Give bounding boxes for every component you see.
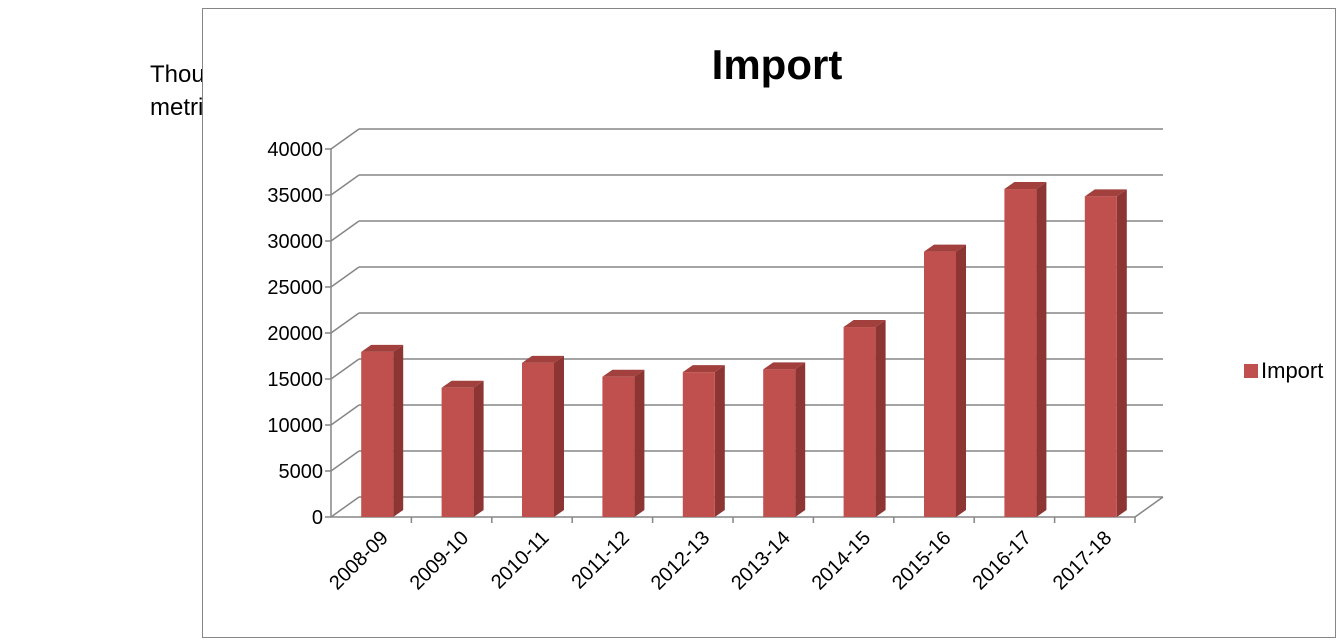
bar <box>441 380 484 517</box>
chart-title: Import <box>712 41 843 88</box>
gridline-side <box>330 496 360 518</box>
legend: Import <box>1244 358 1323 383</box>
x-tick-label: 2011-12 <box>568 527 634 593</box>
bar-side <box>875 320 886 517</box>
y-tick-label: 25000 <box>267 277 323 299</box>
bar-side <box>956 244 966 517</box>
x-tick-label: 2010-11 <box>487 527 553 593</box>
bar <box>602 369 645 517</box>
bar <box>1004 182 1047 518</box>
x-tick-label: 2016-17 <box>968 527 1035 594</box>
bar-front <box>602 376 635 517</box>
legend-label-import: Import <box>1261 358 1323 383</box>
bar-side <box>714 365 725 517</box>
gridline-side <box>330 450 360 472</box>
bar <box>361 344 404 517</box>
bar <box>763 362 806 517</box>
gridline-side <box>330 220 360 242</box>
bar <box>1084 189 1127 517</box>
x-tick-label: 2008-09 <box>325 527 392 594</box>
y-tick-label: 20000 <box>267 323 323 345</box>
x-tick-label: 2012-13 <box>647 527 714 594</box>
floor-edge <box>1134 496 1164 518</box>
gridline-side <box>330 174 360 196</box>
bar-front <box>361 351 394 517</box>
bar-top <box>682 365 725 373</box>
x-tick-label: 2009-10 <box>406 527 473 594</box>
gridline-side <box>330 404 360 426</box>
unit-label-line2: metric tons <box>150 94 267 121</box>
bar-top <box>441 380 484 388</box>
bar-front <box>441 387 474 517</box>
y-tick-label: 35000 <box>267 185 323 207</box>
y-tick-label: 5000 <box>279 461 324 483</box>
bar-side <box>795 362 806 517</box>
legend-swatch <box>1244 364 1258 378</box>
bar-front <box>1004 189 1037 518</box>
bar-top <box>602 369 645 377</box>
unit-label: Thousand metric tons <box>150 58 267 124</box>
bar <box>843 320 886 517</box>
bar-front <box>763 369 796 517</box>
y-tick-label: 10000 <box>267 415 323 437</box>
gridline-side <box>330 358 360 380</box>
x-axis-ticks: 2008-09 2009-10 2010-11 2011-12 2012-13 2013-… <box>325 527 1116 594</box>
bar-front <box>1084 196 1117 517</box>
x-tick-label: 2015-16 <box>888 527 955 594</box>
bar-top <box>1084 189 1127 197</box>
bar-side <box>1036 182 1047 518</box>
y-tick-label: 30000 <box>267 231 323 253</box>
bar <box>522 355 564 517</box>
bar-top <box>522 355 564 363</box>
y-tick-label: 40000 <box>267 139 323 161</box>
bar-side <box>393 344 404 517</box>
bar-side <box>1116 189 1127 517</box>
bars <box>361 182 1127 518</box>
unit-label-line1: Thousand <box>150 58 257 91</box>
bar-top <box>924 244 966 252</box>
bar-side <box>473 380 484 517</box>
bar-top <box>763 362 806 370</box>
bar-front <box>522 362 554 517</box>
gridline-side <box>330 128 360 150</box>
bar-front <box>843 327 876 517</box>
x-tick-label: 2013-14 <box>727 527 794 594</box>
gridline-side <box>330 266 360 288</box>
bar <box>924 244 966 517</box>
chart-svg: Import 0 5000 10000 15000 20000 25000 30000 350… <box>267 41 1323 594</box>
bar-side <box>634 369 645 517</box>
gridline-side <box>330 312 360 334</box>
chart-frame: Import 0 5000 10000 15000 20000 25000 30000 350… <box>202 8 1336 638</box>
x-tick-label: 2017-18 <box>1049 527 1116 594</box>
bar-top <box>361 344 404 352</box>
bar-front <box>682 372 715 517</box>
y-axis-ticks: 0 5000 10000 15000 20000 25000 30000 35000 40000 <box>267 139 323 529</box>
bar-front <box>924 251 956 517</box>
bar-top <box>843 320 886 328</box>
y-tick-label: 15000 <box>267 369 323 391</box>
bar-top <box>1004 182 1047 190</box>
bar-side <box>554 355 564 517</box>
x-tick-label: 2014-15 <box>808 527 875 594</box>
y-tick-label: 0 <box>312 507 323 529</box>
bar <box>682 365 725 517</box>
